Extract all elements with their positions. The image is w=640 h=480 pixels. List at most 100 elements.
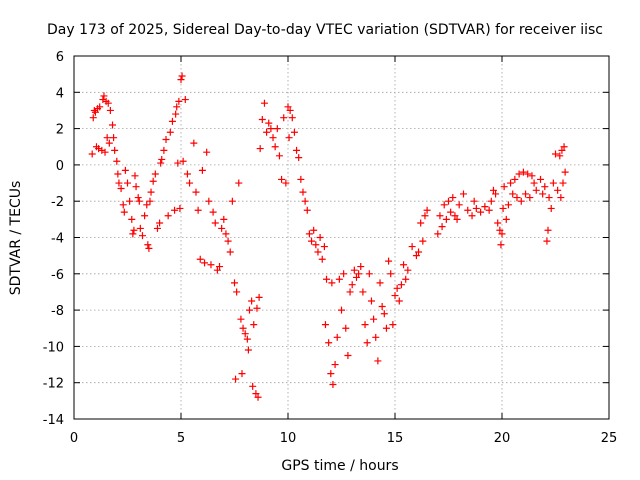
data-point bbox=[157, 159, 165, 167]
data-point bbox=[203, 148, 211, 156]
axis-ticks bbox=[73, 55, 610, 420]
data-point bbox=[496, 226, 504, 234]
data-point bbox=[106, 106, 114, 114]
data-point bbox=[224, 237, 232, 245]
data-point bbox=[559, 179, 567, 187]
data-point bbox=[355, 270, 363, 278]
data-point bbox=[499, 204, 507, 212]
data-point bbox=[241, 330, 249, 338]
data-point bbox=[207, 261, 215, 269]
data-point bbox=[144, 241, 152, 249]
data-point bbox=[544, 226, 552, 234]
data-point bbox=[539, 190, 547, 198]
x-tick-label: 10 bbox=[280, 431, 297, 446]
data-point bbox=[561, 168, 569, 176]
data-point bbox=[179, 157, 187, 165]
data-point bbox=[216, 263, 224, 271]
data-point bbox=[114, 170, 122, 178]
data-point bbox=[196, 255, 204, 263]
data-point bbox=[110, 134, 118, 142]
data-point bbox=[361, 321, 369, 329]
data-point bbox=[477, 208, 485, 216]
data-point bbox=[99, 96, 107, 104]
data-point bbox=[273, 125, 281, 133]
data-point bbox=[449, 194, 457, 202]
data-point bbox=[325, 339, 333, 347]
data-point bbox=[312, 241, 320, 249]
data-point bbox=[285, 134, 293, 142]
data-point bbox=[174, 159, 182, 167]
data-point bbox=[280, 114, 288, 122]
data-point bbox=[545, 194, 553, 202]
data-point bbox=[397, 281, 405, 289]
data-point bbox=[393, 284, 401, 292]
data-point bbox=[511, 175, 519, 183]
data-point bbox=[88, 150, 96, 158]
data-point bbox=[421, 212, 429, 220]
data-point bbox=[105, 139, 113, 147]
data-point bbox=[218, 224, 226, 232]
data-point bbox=[507, 179, 515, 187]
data-point bbox=[320, 243, 328, 251]
data-point bbox=[91, 108, 99, 116]
data-point bbox=[380, 310, 388, 318]
data-point bbox=[134, 194, 142, 202]
data-point bbox=[205, 197, 213, 205]
data-point bbox=[321, 321, 329, 329]
data-point bbox=[113, 157, 121, 165]
data-point bbox=[129, 230, 137, 238]
data-point bbox=[117, 184, 125, 192]
data-point bbox=[211, 219, 219, 227]
data-point bbox=[370, 315, 378, 323]
data-point bbox=[470, 197, 478, 205]
data-point bbox=[509, 190, 517, 198]
data-point bbox=[151, 170, 159, 178]
y-axis-label: SDTVAR / TECUs bbox=[8, 181, 24, 296]
y-tick-label: -4 bbox=[51, 232, 64, 247]
data-point bbox=[415, 248, 423, 256]
data-point bbox=[389, 321, 397, 329]
data-point bbox=[372, 333, 380, 341]
data-point bbox=[552, 150, 559, 158]
data-point bbox=[141, 212, 149, 220]
data-point bbox=[213, 266, 221, 274]
data-point bbox=[115, 179, 123, 187]
data-point bbox=[382, 324, 390, 332]
data-point bbox=[549, 179, 557, 187]
x-tick-label: 20 bbox=[494, 431, 511, 446]
data-point bbox=[328, 279, 336, 287]
data-point bbox=[239, 324, 247, 332]
data-point bbox=[124, 179, 131, 187]
data-point bbox=[138, 232, 146, 240]
data-point bbox=[175, 97, 183, 105]
chart-title: Day 173 of 2025, Sidereal Day-to-day VTE… bbox=[47, 22, 603, 38]
y-tick-label: -14 bbox=[43, 413, 64, 428]
data-point bbox=[537, 175, 545, 183]
data-point bbox=[468, 212, 476, 220]
data-point bbox=[132, 183, 140, 191]
data-point bbox=[103, 134, 111, 142]
data-point bbox=[156, 219, 164, 227]
data-point bbox=[305, 230, 313, 238]
data-point bbox=[149, 177, 157, 185]
x-tick-label: 25 bbox=[601, 431, 618, 446]
data-point bbox=[497, 241, 505, 249]
data-point bbox=[160, 146, 168, 154]
data-point bbox=[252, 390, 260, 398]
data-point bbox=[519, 168, 527, 176]
data-point bbox=[98, 146, 106, 154]
data-point bbox=[267, 125, 275, 133]
data-point bbox=[235, 179, 243, 187]
data-point bbox=[171, 206, 179, 214]
data-point bbox=[359, 288, 367, 296]
data-point bbox=[136, 224, 144, 232]
data-point bbox=[498, 230, 506, 238]
data-point bbox=[331, 361, 339, 369]
data-point bbox=[260, 99, 268, 107]
data-point bbox=[166, 128, 174, 136]
data-point bbox=[284, 103, 292, 111]
data-point bbox=[299, 188, 307, 196]
data-point bbox=[387, 270, 395, 278]
y-tick-label: 6 bbox=[56, 50, 64, 65]
